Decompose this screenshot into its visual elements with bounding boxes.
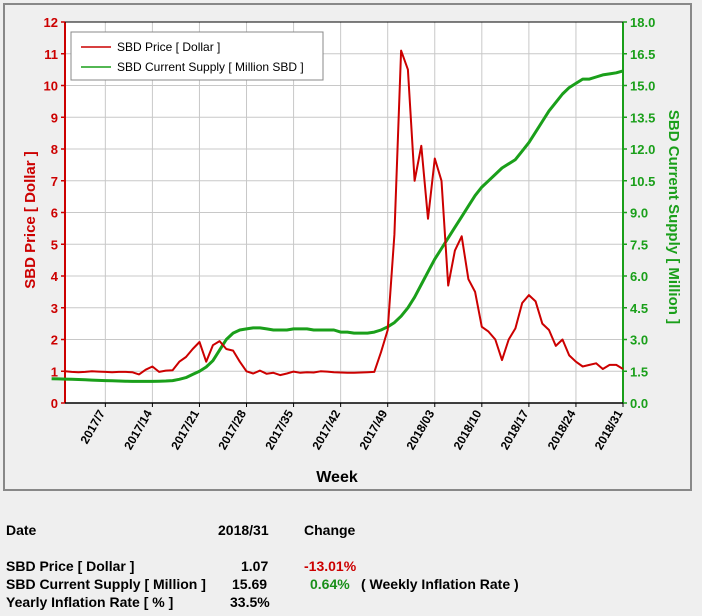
- left-tick-label: 3: [51, 301, 58, 316]
- right-tick-label: 3.0: [630, 333, 648, 348]
- right-tick-label: 15.0: [630, 79, 655, 94]
- change-header: Change: [304, 522, 356, 538]
- price-label: SBD Price [ Dollar ]: [6, 558, 135, 574]
- left-tick-label: 0: [51, 396, 58, 411]
- right-tick-label: 18.0: [630, 15, 655, 30]
- left-tick-label: 12: [44, 15, 58, 30]
- left-tick-label: 8: [51, 142, 58, 157]
- chart-panel: 0 1 2 3 4 5 6 7 8 9 10 11 12 0.0 1.5 3.0 4.5 6.0 7.5 9.0 10.…: [3, 3, 692, 491]
- x-tick-label: 2017/28: [215, 407, 249, 452]
- right-tick-label: 7.5: [630, 237, 648, 252]
- x-tick-label: 2017/35: [262, 407, 296, 452]
- date-header: Date: [6, 522, 37, 538]
- supply-label: SBD Current Supply [ Million ]: [6, 576, 206, 592]
- yearly-inflation-value: 33.5%: [230, 594, 270, 610]
- right-tick-label: 4.5: [630, 301, 648, 316]
- left-tick-label: 1: [51, 364, 58, 379]
- right-tick-label: 13.5: [630, 110, 655, 125]
- left-tick-label: 9: [51, 110, 58, 125]
- left-tick-label: 5: [51, 237, 58, 252]
- price-supply-chart: 01234567891011120.01.53.04.56.07.59.010.…: [22, 15, 682, 486]
- left-axis-label: SBD Price [ Dollar ]: [22, 151, 39, 289]
- x-tick-label: 2017/7: [77, 407, 108, 446]
- left-tick-label: 10: [44, 79, 58, 94]
- right-tick-label: 6.0: [630, 269, 648, 284]
- x-tick-label: 2017/49: [356, 407, 390, 452]
- right-tick-label: 9.0: [630, 206, 648, 221]
- weekly-inflation-note: ( Weekly Inflation Rate ): [361, 576, 519, 592]
- x-tick-label: 2018/03: [404, 407, 438, 452]
- legend-supply-label: SBD Current Supply [ Million SBD ]: [117, 60, 304, 74]
- legend-price-label: SBD Price [ Dollar ]: [117, 40, 220, 54]
- x-axis-label: Week: [316, 469, 358, 486]
- x-tick-label: 2017/42: [309, 407, 343, 452]
- price-value: 1.07: [241, 558, 269, 574]
- right-tick-label: 10.5: [630, 174, 655, 189]
- price-series-line: [64, 49, 624, 377]
- left-tick-label: 11: [44, 47, 58, 62]
- stats-table: Date 2018/31 Change SBD Price [ Dollar ]…: [0, 510, 702, 616]
- supply-value: 15.69: [232, 576, 268, 592]
- supply-change: 0.64%: [310, 576, 350, 592]
- legend-box: [70, 31, 324, 81]
- x-tick-label: 2017/21: [168, 407, 202, 452]
- yearly-inflation-label: Yearly Inflation Rate [ % ]: [6, 594, 174, 610]
- left-tick-label: 6: [51, 206, 58, 221]
- supply-series-line: [51, 69, 624, 383]
- left-tick-label: 4: [51, 269, 59, 284]
- left-tick-label: 2: [51, 333, 58, 348]
- x-tick-label: 2017/14: [121, 407, 155, 452]
- price-change: -13.01%: [304, 558, 357, 574]
- x-tick-label: 2018/31: [592, 407, 626, 452]
- right-tick-label: 0.0: [630, 396, 648, 411]
- right-tick-label: 1.5: [630, 364, 648, 379]
- x-tick-label: 2018/24: [545, 407, 579, 452]
- week-header: 2018/31: [218, 522, 269, 538]
- right-axis-label: SBD Current Supply [ Million ]: [665, 110, 682, 324]
- x-tick-label: 2018/17: [498, 407, 532, 452]
- right-tick-label: 12.0: [630, 142, 655, 157]
- right-tick-label: 16.5: [630, 47, 655, 62]
- x-tick-label: 2018/10: [451, 407, 485, 452]
- left-tick-label: 7: [51, 174, 58, 189]
